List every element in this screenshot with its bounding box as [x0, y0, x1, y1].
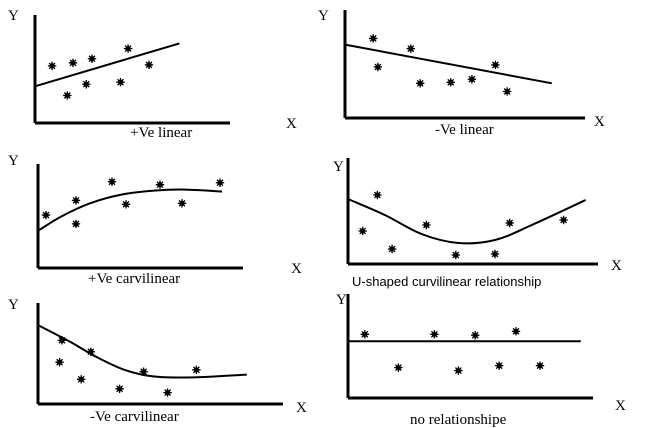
data-point-7	[123, 44, 133, 53]
data-point-2	[394, 363, 403, 372]
chart-caption: +Ve carvilinear	[88, 271, 180, 287]
x-axis-label: X	[611, 258, 622, 274]
data-point-5	[87, 54, 97, 63]
data-point-8	[535, 361, 545, 370]
data-point-5	[451, 250, 460, 260]
data-point-3	[77, 375, 86, 384]
data-point-3	[430, 330, 439, 339]
data-point-4	[454, 366, 463, 375]
trend-line	[344, 43, 552, 85]
data-point-8	[192, 365, 201, 374]
chart-panel-6: Y Xno relationshipe	[336, 292, 626, 428]
data-point-2	[373, 62, 383, 72]
y-axis-label: Y	[333, 159, 344, 175]
x-axis-label: X	[291, 261, 302, 277]
chart-panel-2: Y X -Ve linear	[318, 8, 605, 138]
data-point-3	[387, 244, 397, 254]
x-axis-label: X	[286, 116, 297, 132]
y-axis-label: Y	[8, 297, 19, 313]
data-point-1	[360, 330, 369, 339]
trend-line	[37, 324, 247, 379]
data-point-4	[82, 80, 91, 89]
chart-caption: no relationshipe	[410, 412, 507, 428]
x-axis-label: X	[594, 114, 605, 130]
y-axis-label: Y	[336, 292, 347, 308]
data-point-6	[116, 78, 125, 87]
x-axis-label: X	[615, 398, 626, 414]
chart-panel-4: Y X U-shaped curvilinear relationship	[333, 158, 622, 289]
data-point-8	[559, 215, 568, 225]
y-axis-label: Y	[8, 8, 19, 24]
data-point-8	[502, 87, 512, 96]
data-point-6	[155, 180, 165, 189]
data-point-4	[422, 220, 431, 230]
data-point-5	[446, 78, 455, 87]
chart-caption: -Ve linear	[435, 122, 494, 138]
data-point-6	[467, 75, 477, 84]
data-point-5	[121, 200, 131, 209]
data-point-4	[416, 79, 425, 88]
data-point-7	[505, 218, 514, 228]
x-axis-label: X	[296, 400, 307, 416]
data-point-7	[491, 60, 500, 70]
chart-caption: -Ve carvilinear	[90, 409, 179, 425]
data-point-1	[41, 210, 51, 220]
data-point-5	[471, 331, 480, 340]
y-axis-label: Y	[8, 153, 19, 169]
data-point-5	[115, 384, 124, 393]
data-point-1	[55, 358, 64, 367]
data-point-2	[373, 190, 382, 200]
trend-line	[347, 198, 587, 245]
data-point-8	[215, 178, 225, 187]
data-point-7	[511, 327, 521, 336]
data-point-6	[139, 367, 148, 376]
chart-panel-5: Y X -Ve carvilinear	[8, 297, 307, 425]
data-point-3	[406, 44, 415, 53]
data-point-8	[144, 60, 154, 70]
data-point-3	[71, 219, 81, 229]
data-point-2	[57, 336, 67, 345]
trend-line	[34, 42, 180, 88]
chart-panel-3: Y X +Ve carvilinear	[8, 153, 302, 287]
data-point-7	[177, 199, 187, 208]
data-point-1	[47, 61, 57, 71]
chart-caption: +Ve linear	[130, 125, 192, 141]
data-point-4	[86, 347, 95, 356]
data-point-6	[490, 249, 500, 259]
trend-line	[37, 188, 223, 232]
data-point-3	[68, 58, 78, 68]
data-point-4	[107, 177, 117, 186]
y-axis-label: Y	[318, 8, 329, 24]
data-point-7	[163, 388, 172, 397]
chart-panel-1: Y X +Ve linear	[8, 8, 297, 141]
data-point-1	[369, 34, 378, 43]
data-point-2	[71, 196, 81, 205]
data-point-2	[63, 91, 72, 100]
chart-caption: U-shaped curvilinear relationship	[352, 274, 541, 289]
data-point-1	[358, 226, 367, 236]
data-point-6	[495, 361, 504, 370]
